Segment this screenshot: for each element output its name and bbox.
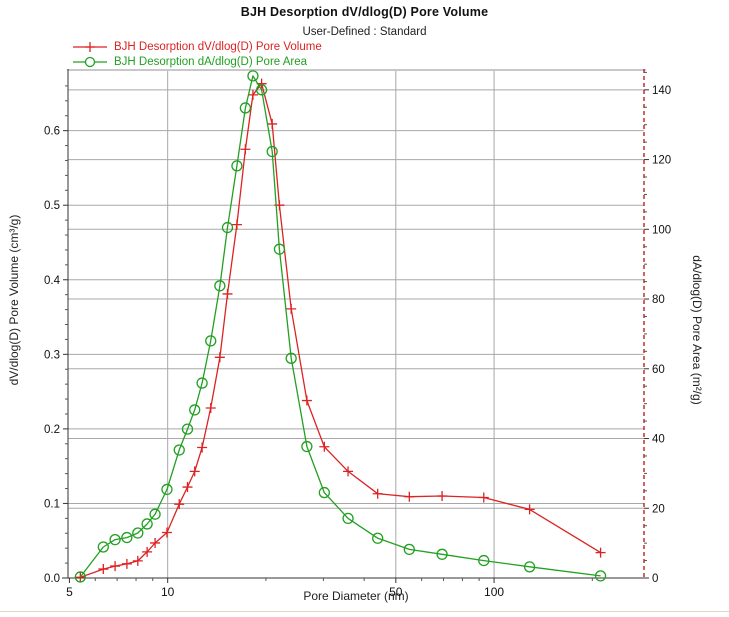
y-left-tick-label: 0.1 — [44, 498, 60, 510]
x-tick-label: 5 — [66, 585, 73, 599]
data-point-circle — [121, 531, 133, 544]
data-point-circle — [285, 352, 297, 364]
data-point-circle — [301, 440, 313, 453]
data-point-plus — [267, 118, 278, 129]
data-point-plus — [132, 555, 143, 566]
data-point-circle — [403, 543, 415, 556]
data-point-circle — [266, 145, 278, 158]
y-left-tick-label: 0.2 — [44, 424, 60, 436]
data-point-plus — [286, 303, 297, 314]
y-right-tick-label: 60 — [652, 364, 665, 376]
data-point-plus — [110, 561, 121, 572]
legend-label-pore-volume: BJH Desorption dV/dlog(D) Pore Volume — [114, 40, 322, 53]
x-tick-label: 50 — [389, 585, 403, 599]
data-point-plus — [121, 558, 132, 569]
tick-labels: 0.0 0.1 0.2 0.3 0.4 0.5 0.6 0 20 40 60 80 100 120 140 5… — [44, 85, 671, 599]
data-point-plus — [222, 288, 233, 299]
data-point-circle — [594, 570, 607, 582]
data-point-plus — [301, 395, 312, 406]
data-point-circle — [239, 102, 252, 114]
x-tick-label: 10 — [161, 585, 175, 599]
y-left-tick-label: 0.3 — [44, 349, 60, 361]
data-point-circle — [372, 532, 384, 544]
data-point-plus — [231, 219, 242, 230]
legend-item-pore-volume: BJH Desorption dV/dlog(D) Pore Volume — [72, 39, 322, 54]
data-point-circle — [161, 483, 173, 496]
y-right-tick-label: 20 — [652, 503, 665, 515]
data-point-circle — [255, 84, 268, 96]
data-point-plus — [161, 527, 172, 538]
y-right-tick-label: 0 — [652, 573, 658, 585]
data-point-circle — [342, 512, 354, 525]
data-point-circle — [247, 70, 259, 82]
data-point-circle — [221, 221, 234, 234]
data-point-plus — [142, 546, 153, 557]
data-point-plus — [98, 564, 109, 575]
data-point-circle — [97, 541, 109, 553]
y-right-tick-label: 140 — [652, 85, 671, 97]
data-point-circle — [231, 160, 243, 172]
data-point-circle — [436, 548, 448, 560]
data-point-plus — [214, 352, 225, 363]
data-point-circle — [141, 518, 153, 530]
data-point-plus — [174, 499, 185, 510]
axis-ticks — [63, 71, 649, 583]
data-point-plus — [150, 537, 161, 548]
data-point-plus — [404, 491, 415, 502]
y-right-tick-label: 120 — [652, 155, 671, 167]
y-left-tick-label: 0.5 — [44, 200, 60, 212]
data-point-circle — [132, 527, 144, 539]
legend-label-pore-area: BJH Desorption dA/dlog(D) Pore Area — [114, 55, 308, 68]
data-point-plus — [189, 466, 200, 477]
data-point-circle — [173, 444, 185, 456]
y-left-tick-label: 0.0 — [44, 573, 60, 585]
legend-marker-circle-icon — [73, 56, 107, 67]
chart-legend: BJH Desorption dV/dlog(D) Pore Volume BJ… — [72, 39, 322, 69]
data-point-circle — [149, 508, 161, 520]
data-point-circle — [196, 377, 208, 389]
data-point-circle — [318, 486, 330, 499]
series-pore-area — [74, 70, 607, 583]
data-point-circle — [181, 423, 194, 435]
data-point-circle — [74, 571, 86, 583]
data-point-plus — [247, 89, 258, 100]
data-point-circle — [189, 404, 201, 416]
data-point-plus — [595, 547, 606, 558]
legend-item-pore-area: BJH Desorption dA/dlog(D) Pore Area — [72, 54, 322, 69]
y-right-tick-label: 80 — [652, 294, 665, 306]
data-point-plus — [319, 441, 330, 452]
data-point-plus — [182, 482, 193, 493]
data-point-circle — [523, 561, 536, 573]
data-point-plus — [240, 144, 251, 155]
plot-frame — [62, 69, 646, 579]
data-point-circle — [205, 335, 217, 347]
series-line — [79, 75, 601, 578]
data-point-circle — [478, 554, 490, 567]
data-point-circle — [273, 243, 286, 255]
data-point-plus — [205, 403, 216, 414]
legend-marker-plus-icon — [73, 41, 107, 52]
data-point-plus — [524, 504, 535, 515]
y-left-tick-label: 0.6 — [44, 126, 60, 138]
y-right-tick-label: 40 — [652, 434, 665, 446]
chart-title: BJH Desorption dV/dlog(D) Pore Volume — [240, 5, 489, 19]
x-axis-label: Pore Diameter (nm) — [303, 589, 409, 603]
data-point-plus — [437, 490, 448, 501]
y-left-tick-label: 0.4 — [44, 275, 61, 287]
data-point-plus — [478, 492, 489, 503]
data-point-circle — [109, 533, 121, 546]
page-bottom-divider — [0, 611, 729, 612]
data-point-plus — [372, 488, 383, 499]
gridlines — [68, 71, 644, 578]
x-tick-label: 100 — [484, 585, 504, 599]
series-pore-volume — [75, 78, 606, 583]
chart-subtitle: User-Defined : Standard — [302, 26, 427, 38]
data-point-circle — [214, 280, 226, 292]
data-point-plus — [75, 572, 86, 583]
data-point-plus — [197, 442, 208, 453]
data-point-plus — [343, 466, 354, 477]
y-right-tick-label: 100 — [652, 224, 671, 236]
